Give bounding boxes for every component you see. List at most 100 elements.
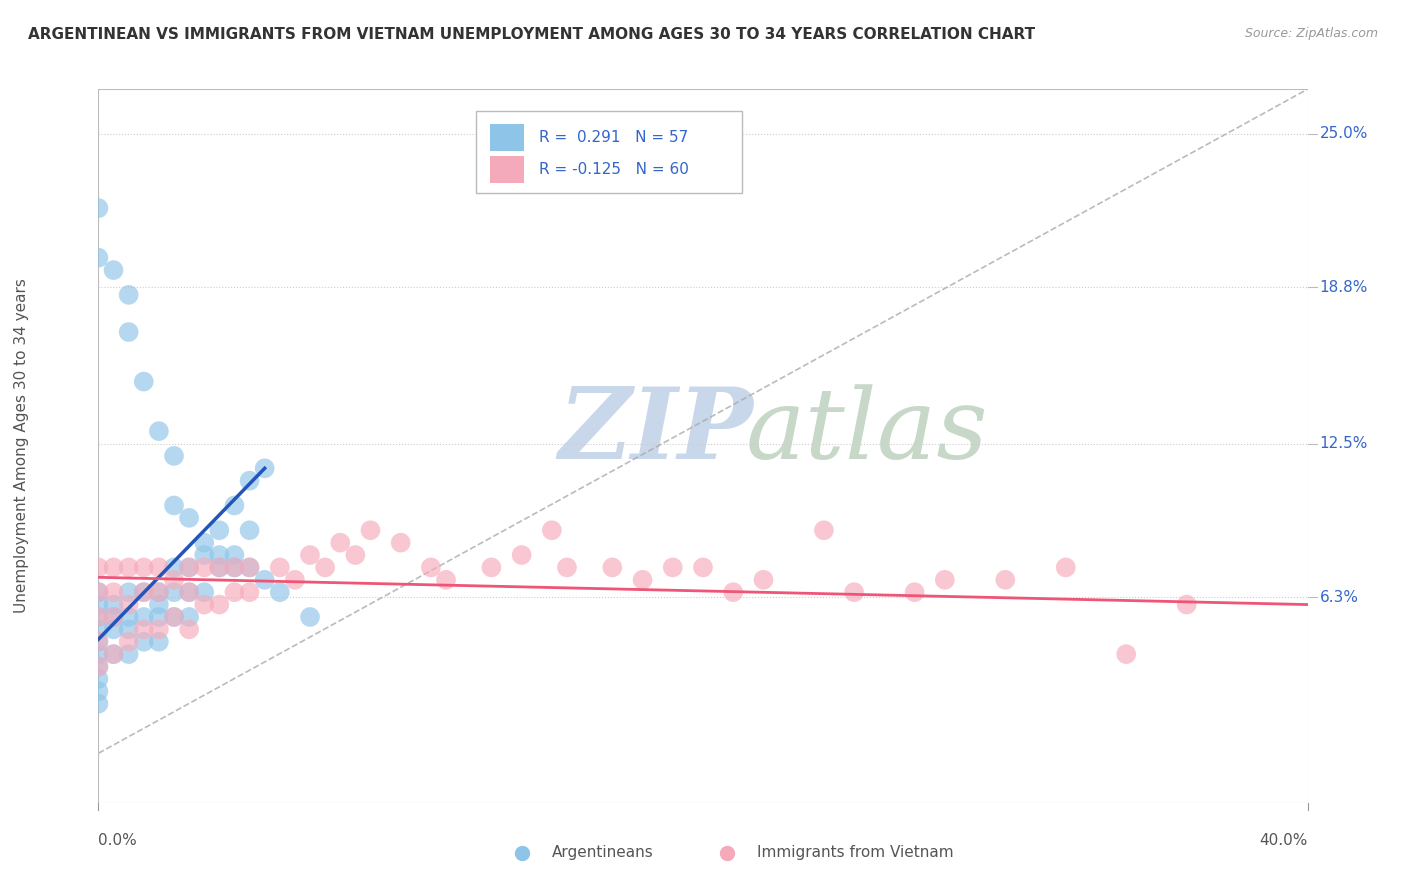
Text: 18.8%: 18.8% bbox=[1320, 280, 1368, 295]
Point bbox=[844, 585, 866, 599]
Point bbox=[163, 573, 186, 587]
Point bbox=[177, 511, 201, 525]
Point bbox=[87, 684, 110, 698]
Point bbox=[118, 610, 141, 624]
Point bbox=[239, 560, 262, 574]
Point bbox=[118, 634, 141, 648]
Point bbox=[208, 560, 231, 574]
Point bbox=[224, 560, 246, 574]
Point bbox=[994, 573, 1017, 587]
Point bbox=[224, 548, 246, 562]
Point bbox=[87, 560, 110, 574]
Point bbox=[419, 560, 441, 574]
Text: Unemployment Among Ages 30 to 34 years: Unemployment Among Ages 30 to 34 years bbox=[14, 278, 28, 614]
Point bbox=[193, 598, 215, 612]
Point bbox=[540, 523, 562, 537]
Point bbox=[87, 598, 110, 612]
Point bbox=[510, 548, 533, 562]
Point bbox=[103, 647, 125, 661]
Point bbox=[360, 523, 382, 537]
Text: 6.3%: 6.3% bbox=[1320, 590, 1358, 605]
Point bbox=[87, 697, 110, 711]
Point bbox=[148, 424, 170, 438]
Point bbox=[118, 585, 141, 599]
Point bbox=[118, 623, 141, 637]
Point bbox=[148, 610, 170, 624]
Text: Immigrants from Vietnam: Immigrants from Vietnam bbox=[758, 846, 955, 860]
Point bbox=[934, 573, 956, 587]
Point bbox=[87, 634, 110, 648]
Point bbox=[132, 375, 155, 389]
Point bbox=[299, 548, 322, 562]
Point bbox=[389, 535, 412, 549]
Point bbox=[752, 573, 775, 587]
Text: Source: ZipAtlas.com: Source: ZipAtlas.com bbox=[1244, 27, 1378, 40]
Point bbox=[87, 251, 110, 265]
Point bbox=[87, 672, 110, 686]
Point bbox=[163, 610, 186, 624]
Point bbox=[208, 523, 231, 537]
Point bbox=[193, 560, 215, 574]
Point bbox=[103, 610, 125, 624]
Point bbox=[692, 560, 714, 574]
Text: Argentineans: Argentineans bbox=[551, 846, 654, 860]
Text: ARGENTINEAN VS IMMIGRANTS FROM VIETNAM UNEMPLOYMENT AMONG AGES 30 TO 34 YEARS CO: ARGENTINEAN VS IMMIGRANTS FROM VIETNAM U… bbox=[28, 27, 1035, 42]
Text: R = -0.125   N = 60: R = -0.125 N = 60 bbox=[538, 162, 689, 178]
Bar bbox=[475, 111, 742, 193]
Text: R =  0.291   N = 57: R = 0.291 N = 57 bbox=[538, 130, 688, 145]
Point bbox=[177, 585, 201, 599]
Point bbox=[87, 623, 110, 637]
Point bbox=[177, 585, 201, 599]
Point bbox=[177, 560, 201, 574]
Point bbox=[87, 610, 110, 624]
Point bbox=[87, 585, 110, 599]
Point bbox=[1054, 560, 1077, 574]
Point bbox=[103, 647, 125, 661]
Point bbox=[253, 461, 276, 475]
Point bbox=[118, 560, 141, 574]
Point bbox=[118, 647, 141, 661]
Point bbox=[269, 560, 291, 574]
Point bbox=[163, 585, 186, 599]
Bar bbox=[491, 124, 524, 152]
Point bbox=[132, 634, 155, 648]
Point bbox=[103, 560, 125, 574]
Point bbox=[163, 560, 186, 574]
Point bbox=[193, 548, 215, 562]
Point bbox=[148, 560, 170, 574]
Point bbox=[239, 585, 262, 599]
Point bbox=[148, 623, 170, 637]
Point bbox=[239, 560, 262, 574]
Point bbox=[661, 560, 683, 574]
Point bbox=[118, 325, 141, 339]
Point bbox=[299, 610, 322, 624]
Point bbox=[239, 523, 262, 537]
Point bbox=[224, 585, 246, 599]
Point bbox=[118, 288, 141, 302]
Point bbox=[148, 634, 170, 648]
Point bbox=[132, 585, 155, 599]
Point bbox=[269, 585, 291, 599]
Text: 12.5%: 12.5% bbox=[1320, 436, 1368, 451]
Point bbox=[813, 523, 835, 537]
Point bbox=[224, 560, 246, 574]
Text: 40.0%: 40.0% bbox=[1260, 832, 1308, 847]
Point bbox=[103, 585, 125, 599]
Point bbox=[87, 585, 110, 599]
Point bbox=[103, 610, 125, 624]
Point bbox=[481, 560, 503, 574]
Point bbox=[132, 623, 155, 637]
Text: 0.0%: 0.0% bbox=[98, 832, 138, 847]
Point bbox=[163, 449, 186, 463]
Point bbox=[224, 499, 246, 513]
Point bbox=[87, 610, 110, 624]
Point bbox=[177, 560, 201, 574]
Point bbox=[208, 560, 231, 574]
Point bbox=[239, 474, 262, 488]
Point bbox=[631, 573, 654, 587]
Point bbox=[193, 585, 215, 599]
Point bbox=[87, 634, 110, 648]
Point bbox=[904, 585, 927, 599]
Text: 25.0%: 25.0% bbox=[1320, 127, 1368, 141]
Point bbox=[132, 560, 155, 574]
